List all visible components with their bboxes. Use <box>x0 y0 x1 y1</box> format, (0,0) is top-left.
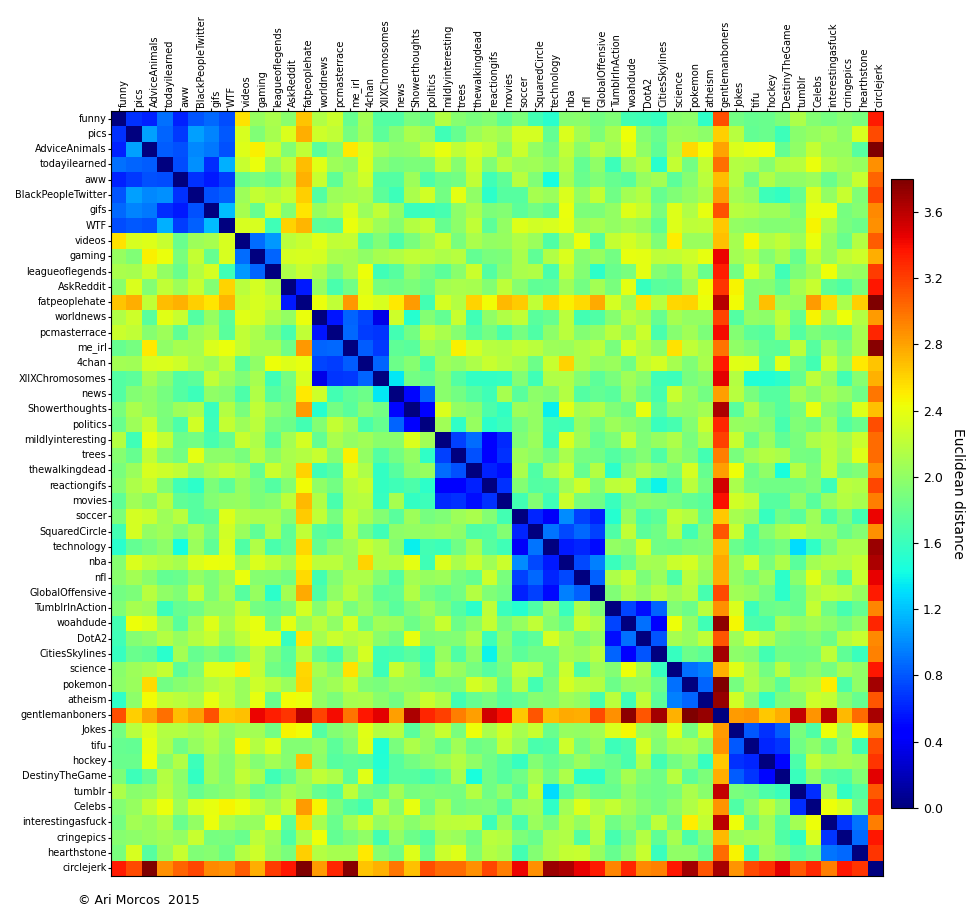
Text: © Ari Morcos  2015: © Ari Morcos 2015 <box>78 894 200 907</box>
Y-axis label: Euclidean distance: Euclidean distance <box>951 428 965 559</box>
